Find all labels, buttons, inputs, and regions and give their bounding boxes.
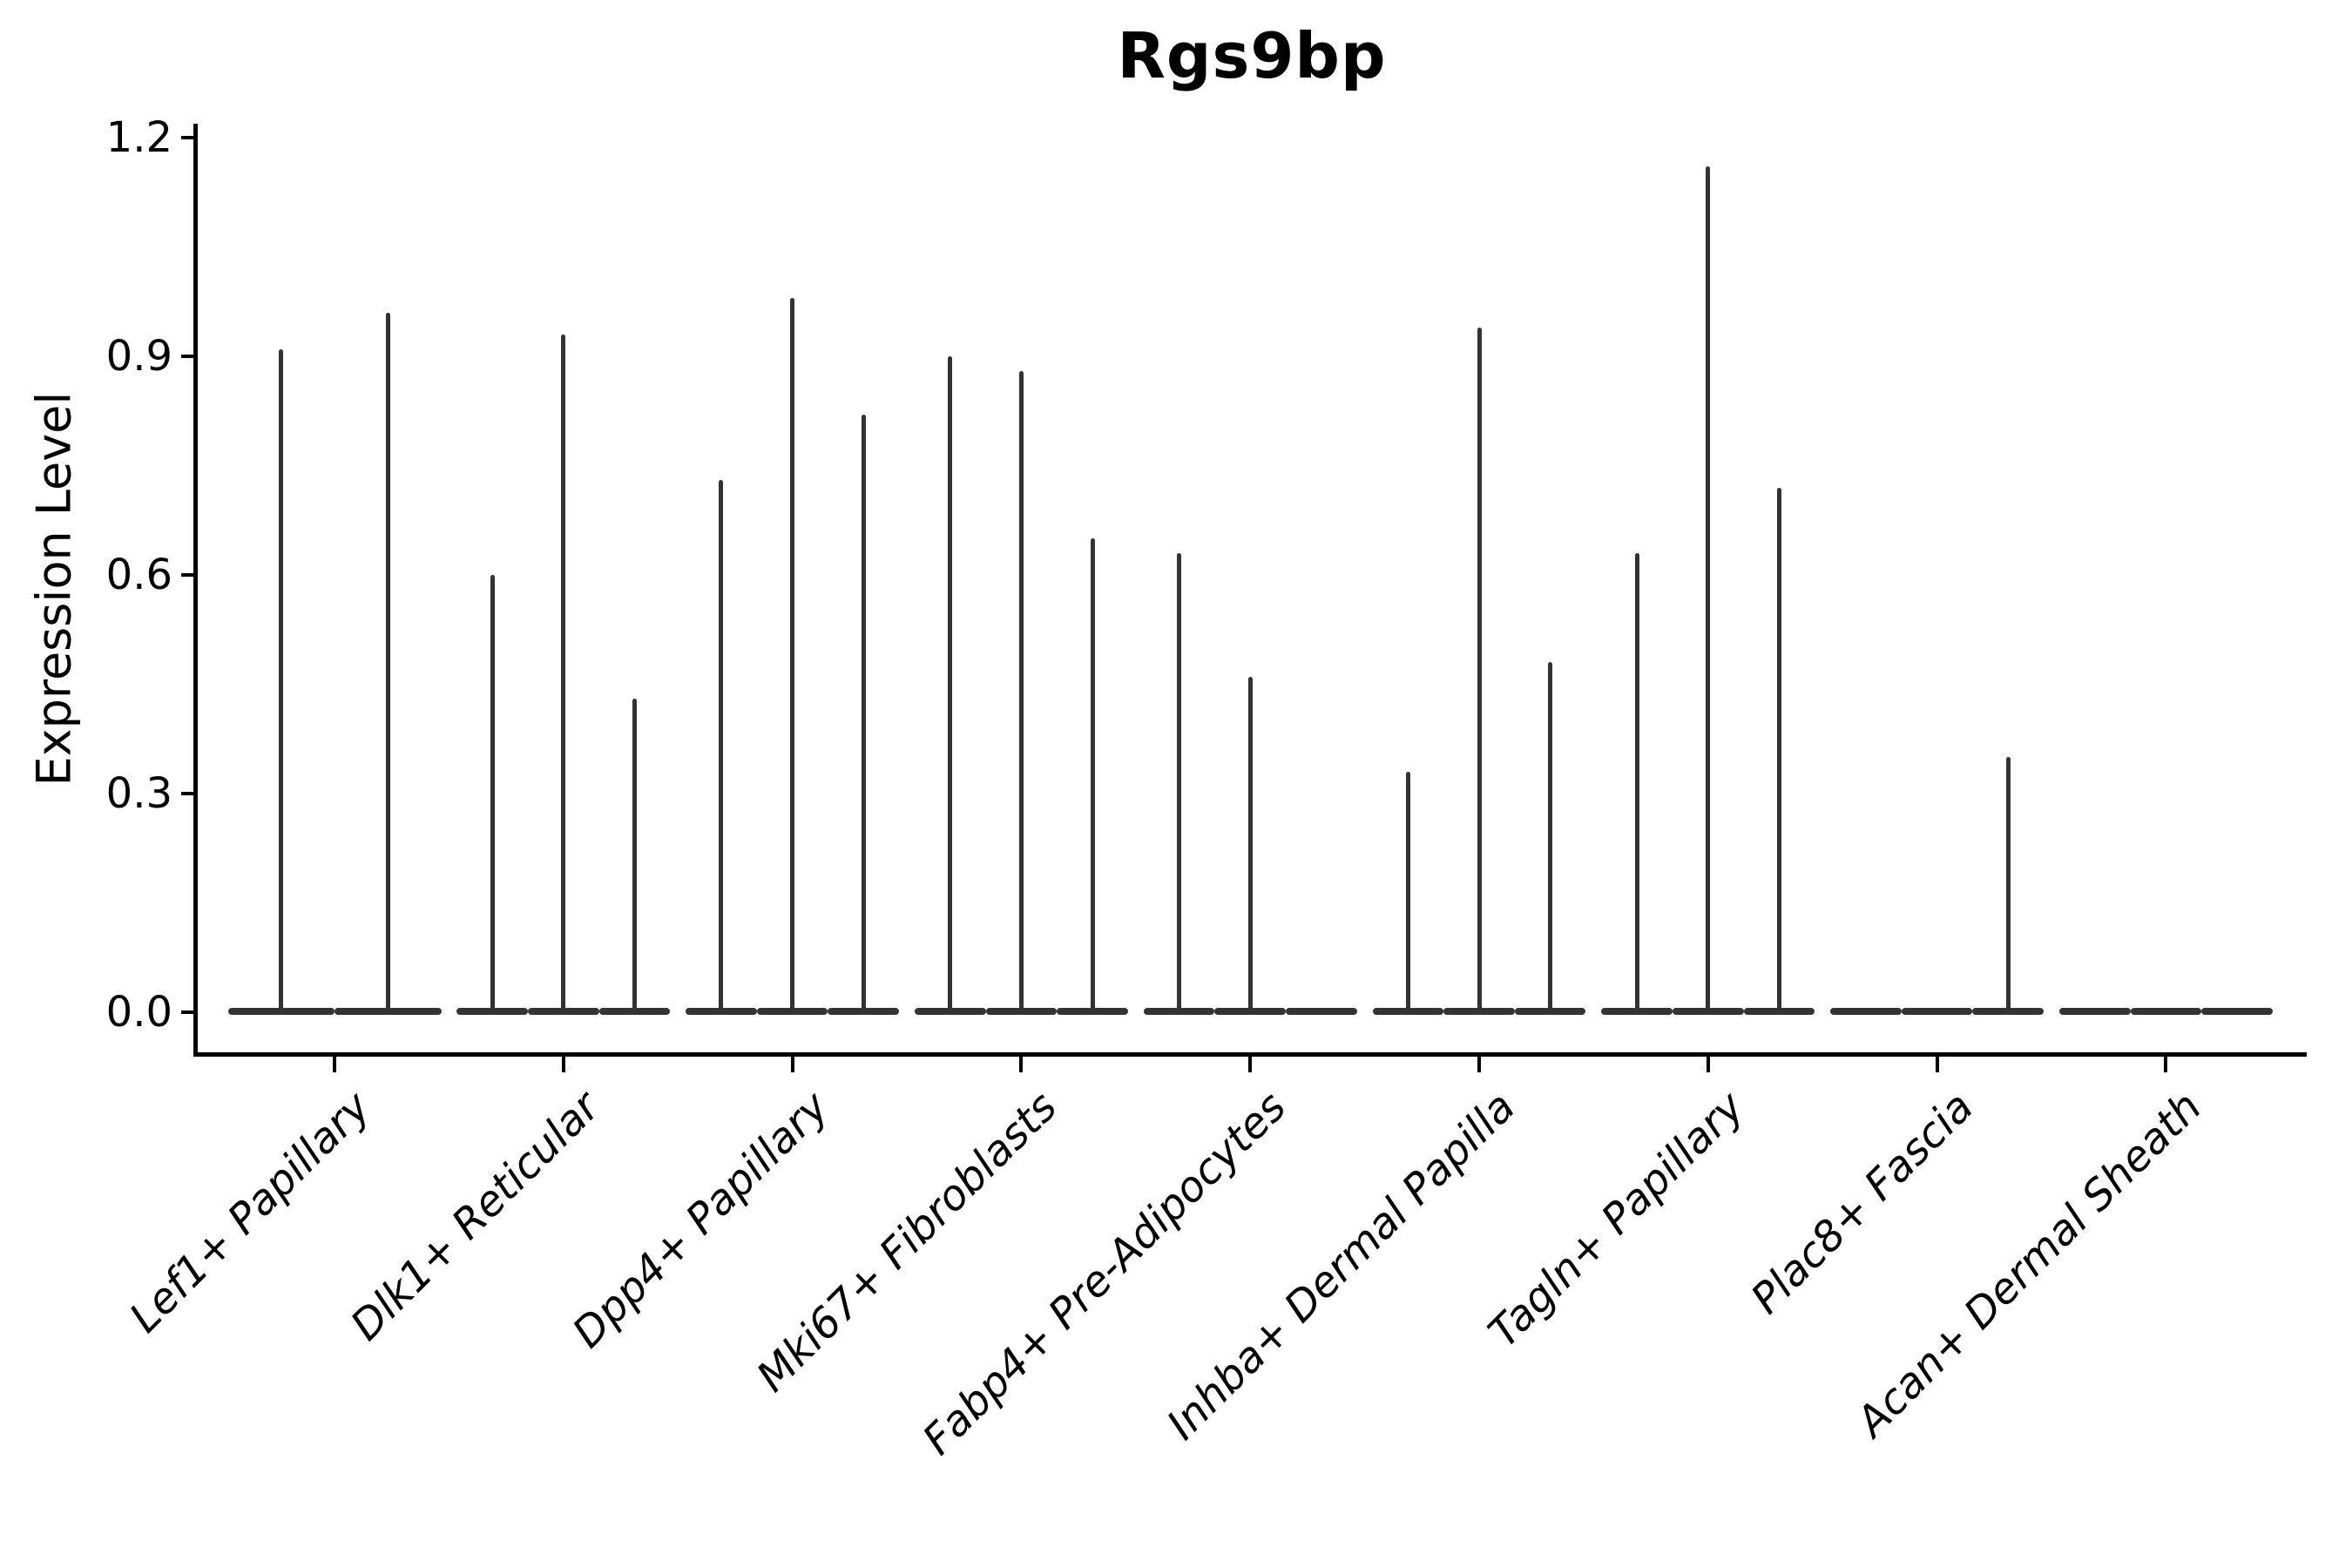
violin-spike: [561, 334, 566, 1012]
x-tick-label: Mki67+ Fibroblasts: [747, 1082, 1067, 1402]
violin-spike: [385, 312, 390, 1012]
violin-base: [2201, 1008, 2273, 1015]
x-tick-label: Acan+ Dermal Sheath: [1847, 1082, 2212, 1447]
x-tick-label: Plac8+ Fascia: [1741, 1082, 1983, 1324]
violin-base: [1286, 1008, 1357, 1015]
violin-spike: [790, 298, 795, 1012]
violin-spike: [1477, 327, 1482, 1012]
violin-spike: [1090, 538, 1095, 1012]
y-tick-label: 0.6: [105, 550, 172, 599]
violin-base: [2130, 1008, 2202, 1015]
y-tick-mark: [181, 135, 196, 139]
violin-spike: [490, 574, 495, 1012]
y-tick-label: 0.0: [105, 988, 172, 1037]
y-tick-mark: [181, 572, 196, 577]
y-tick-label: 0.9: [105, 331, 172, 381]
violin-spike: [1776, 487, 1781, 1012]
y-tick-mark: [181, 1010, 196, 1014]
x-tick-mark: [561, 1057, 565, 1072]
violin-spike: [1634, 552, 1639, 1012]
x-tick-mark: [1935, 1057, 1939, 1072]
x-tick-label: Dlk1+ Reticular: [341, 1082, 609, 1350]
y-axis-spine: [193, 124, 198, 1057]
y-tick-label: 1.2: [105, 112, 172, 162]
violin-base: [1830, 1008, 1902, 1015]
x-tick-mark: [333, 1057, 336, 1072]
x-tick-mark: [1477, 1057, 1481, 1072]
y-tick-mark: [181, 791, 196, 795]
x-tick-mark: [1248, 1057, 1253, 1072]
violin-spike: [1405, 771, 1410, 1012]
x-tick-label: Tagln+ Papillary: [1478, 1082, 1754, 1357]
x-tick-label: Dpp4+ Papillary: [563, 1082, 838, 1358]
violin-spike: [948, 355, 953, 1012]
x-axis-spine: [193, 1052, 2307, 1057]
x-tick-label: Inhba+ Dermal Papilla: [1158, 1082, 1525, 1450]
x-tick-mark: [1019, 1057, 1024, 1072]
x-tick-mark: [2164, 1057, 2168, 1072]
x-tick-mark: [1706, 1057, 1710, 1072]
violin-spike: [2005, 757, 2011, 1012]
violin-spike: [279, 348, 284, 1012]
violin-base: [1901, 1008, 1973, 1015]
violin-spike: [1247, 677, 1253, 1012]
violin-spike: [1177, 552, 1182, 1012]
violin-spike: [1706, 166, 1711, 1012]
violin-spike: [632, 699, 637, 1012]
x-tick-label: Fabp4+ Pre-Adipocytes: [913, 1082, 1296, 1465]
x-tick-mark: [790, 1057, 794, 1072]
violin-base: [2058, 1008, 2131, 1015]
violin-spike: [1548, 662, 1553, 1012]
y-tick-label: 0.3: [105, 768, 172, 818]
violin-spike: [1018, 370, 1024, 1012]
chart-title: Rgs9bp: [1117, 19, 1387, 92]
y-tick-mark: [181, 354, 196, 358]
violin-spike: [719, 480, 724, 1012]
violin-spike: [861, 414, 866, 1012]
